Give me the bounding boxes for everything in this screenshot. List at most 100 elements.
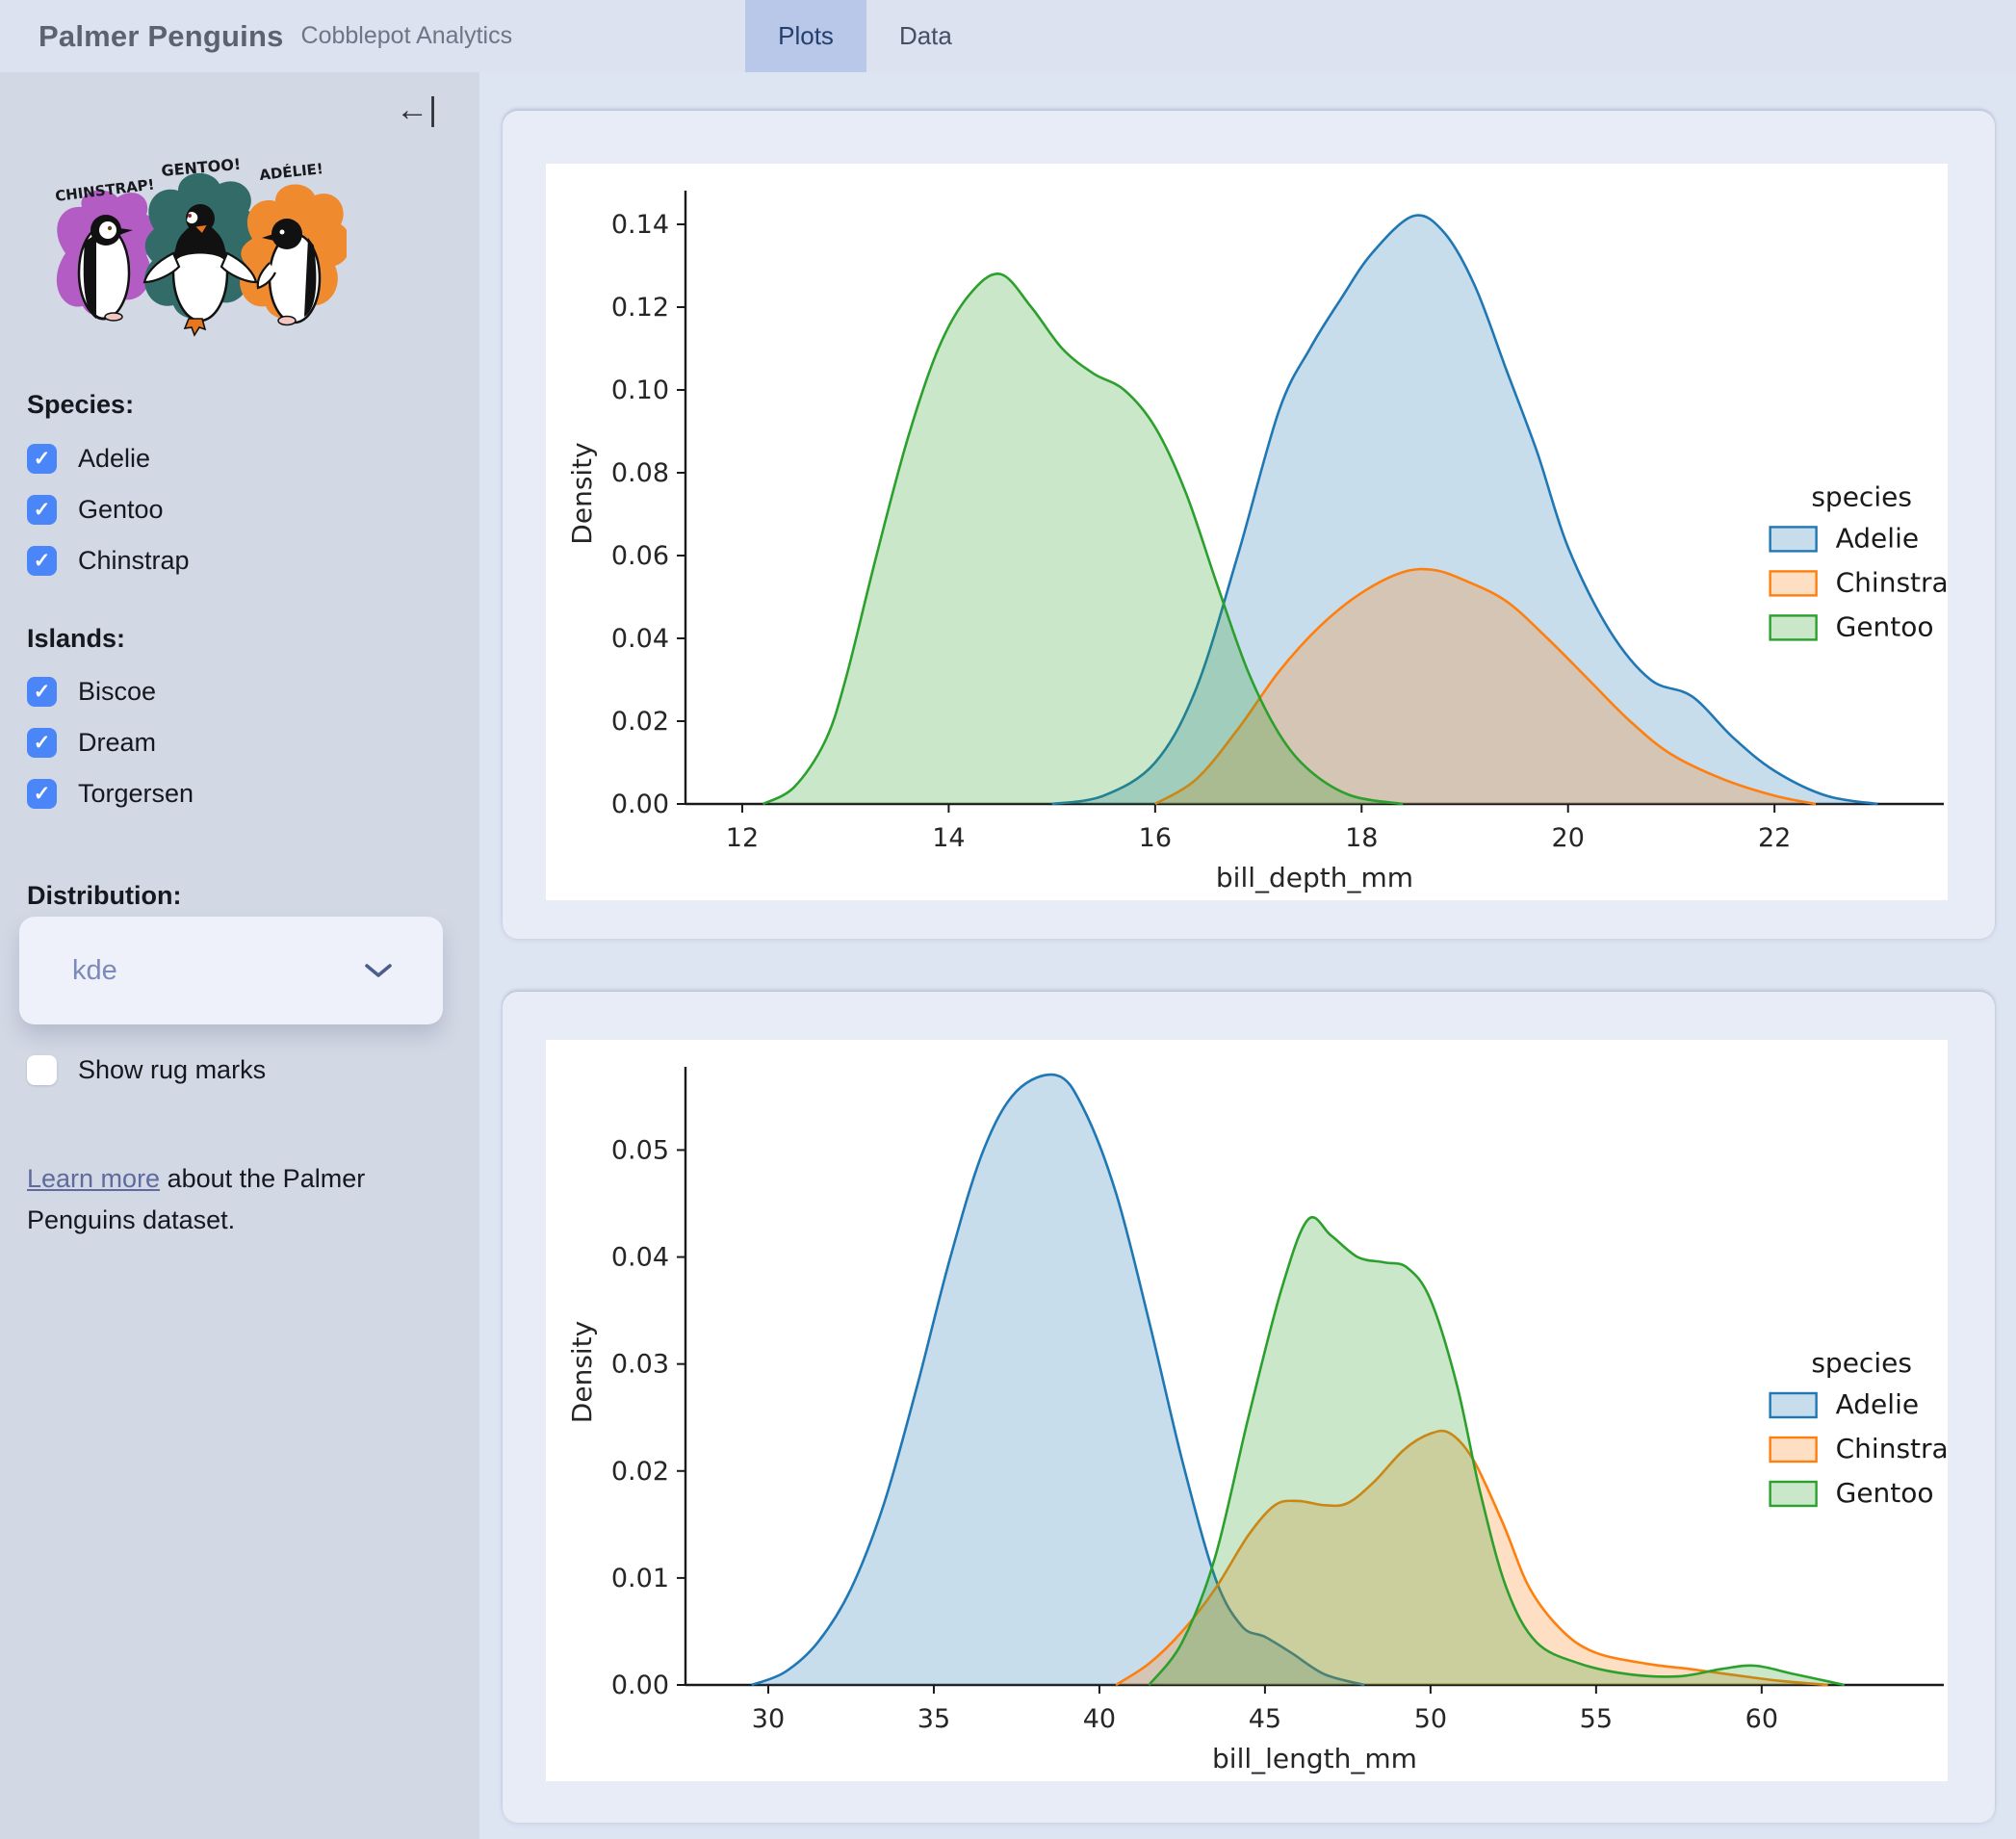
kde-area-adelie <box>1051 215 1878 804</box>
check-icon: ✓ <box>33 447 51 470</box>
check-icon: ✓ <box>33 782 51 805</box>
svg-text:Density: Density <box>566 1321 598 1423</box>
svg-text:0.04: 0.04 <box>611 624 669 654</box>
tab-data[interactable]: Data <box>898 21 952 50</box>
sidebar: ←| <box>0 72 479 1839</box>
svg-text:35: 35 <box>918 1704 950 1734</box>
checkbox-adelie[interactable]: ✓ <box>27 443 57 474</box>
penguins-artwork: CHINSTRAP! GENTOO! ADÉLIE! <box>54 155 347 337</box>
svg-text:50: 50 <box>1414 1704 1447 1734</box>
svg-text:Chinstrap: Chinstrap <box>1836 1433 1948 1464</box>
svg-text:12: 12 <box>726 823 759 853</box>
chart-svg: 12 14 16 18 20 22 0.00 0.02 0.04 0.06 0.08 0.10 0.12… <box>566 191 1965 894</box>
svg-text:22: 22 <box>1758 823 1791 853</box>
islands-heading: Islands: <box>27 624 126 653</box>
island-option-dream: ✓ Dream <box>27 725 156 760</box>
bill-depth-density-plot: 12 14 16 18 20 22 0.00 0.02 0.04 0.06 0.08 0.10 0.12… <box>546 164 1965 900</box>
checkbox-biscoe[interactable]: ✓ <box>27 676 57 707</box>
svg-text:0.01: 0.01 <box>611 1564 669 1593</box>
svg-text:Adelie: Adelie <box>1836 522 1919 554</box>
kde-curve-gentoo <box>762 272 1404 806</box>
svg-text:0.02: 0.02 <box>611 707 669 737</box>
svg-text:0.05: 0.05 <box>611 1135 669 1165</box>
svg-text:0.10: 0.10 <box>611 376 669 405</box>
checkbox-label-dream: Dream <box>78 727 157 757</box>
svg-text:0.00: 0.00 <box>611 1671 669 1700</box>
app-subtitle: Cobblepot Analytics <box>300 22 513 49</box>
kde-area-chinstrap <box>1154 569 1816 804</box>
checkbox-label-torgersen: Torgersen <box>78 778 194 808</box>
species-heading: Species: <box>27 390 135 419</box>
checkbox-torgersen[interactable]: ✓ <box>27 778 57 809</box>
svg-text:species: species <box>1811 1347 1912 1379</box>
svg-text:Gentoo: Gentoo <box>1836 610 1934 642</box>
svg-text:0.14: 0.14 <box>611 210 669 240</box>
svg-text:30: 30 <box>752 1704 785 1734</box>
check-icon: ✓ <box>33 680 51 703</box>
learn-more-rest: about the Palmer Penguins dataset. <box>27 1164 366 1234</box>
distribution-heading: Distribution: <box>27 881 182 910</box>
chevron-down-icon <box>365 964 392 977</box>
svg-text:45: 45 <box>1249 1704 1281 1734</box>
checkbox-dream[interactable]: ✓ <box>27 727 57 758</box>
checkbox-gentoo[interactable]: ✓ <box>27 494 57 525</box>
app-title: Palmer Penguins <box>39 18 284 53</box>
check-icon: ✓ <box>33 731 51 754</box>
checkbox-label-chinstrap: Chinstrap <box>78 545 190 575</box>
svg-text:55: 55 <box>1580 1704 1613 1734</box>
check-icon: ✓ <box>33 549 51 572</box>
species-option-chinstrap: ✓ Chinstrap <box>27 543 190 578</box>
artwork-label-gentoo: GENTOO! <box>161 155 242 180</box>
kde-curve-chinstrap <box>1115 1429 1828 1687</box>
kde-curve-gentoo <box>1148 1216 1846 1687</box>
svg-text:species: species <box>1811 480 1912 512</box>
svg-text:0.02: 0.02 <box>611 1457 669 1487</box>
svg-text:18: 18 <box>1345 823 1378 853</box>
distribution-selected-value: kde <box>72 954 117 986</box>
svg-text:16: 16 <box>1139 823 1172 853</box>
island-option-biscoe: ✓ Biscoe <box>27 674 156 709</box>
svg-text:20: 20 <box>1552 823 1585 853</box>
svg-text:bill_depth_mm: bill_depth_mm <box>1216 862 1413 894</box>
brand: Palmer Penguins Cobblepot Analytics <box>0 0 512 72</box>
svg-text:60: 60 <box>1745 1704 1778 1734</box>
rug-marks-option: ✓ Show rug marks <box>27 1052 266 1087</box>
svg-text:0.08: 0.08 <box>611 458 669 488</box>
chart-svg: 30 35 40 45 50 55 60 0.00 0.01 0.02 0.03 0.04 0.05 bi… <box>566 1067 1965 1774</box>
svg-text:0.12: 0.12 <box>611 293 669 323</box>
learn-more-link[interactable]: Learn more <box>27 1164 161 1193</box>
gentoo-penguin <box>142 204 258 337</box>
distribution-select[interactable]: kde <box>19 917 443 1024</box>
learn-more-text: Learn more about the Palmer Penguins dat… <box>27 1158 424 1241</box>
island-option-torgersen: ✓ Torgersen <box>27 776 194 811</box>
bill-depth-plot-card: 12 14 16 18 20 22 0.00 0.02 0.04 0.06 0.08 0.10 0.12… <box>503 111 1995 939</box>
svg-text:0.04: 0.04 <box>611 1243 669 1273</box>
kde-area-chinstrap <box>1116 1431 1828 1685</box>
checkbox-label-adelie: Adelie <box>78 443 151 473</box>
tab-plots[interactable]: Plots <box>745 0 866 72</box>
checkbox-label-biscoe: Biscoe <box>78 676 157 706</box>
species-option-adelie: ✓ Adelie <box>27 441 150 476</box>
chinstrap-penguin <box>77 215 133 322</box>
app-header: Palmer Penguins Cobblepot Analytics Plot… <box>0 0 2016 72</box>
adelie-penguin <box>256 219 322 326</box>
check-icon: ✓ <box>33 498 51 521</box>
species-option-gentoo: ✓ Gentoo <box>27 492 164 527</box>
svg-text:Adelie: Adelie <box>1836 1388 1919 1420</box>
checkbox-rug-marks[interactable]: ✓ <box>27 1054 57 1085</box>
kde-area-gentoo <box>762 273 1404 804</box>
nav-tabs: Plots Data <box>745 0 985 72</box>
kde-curve-adelie <box>1051 214 1878 806</box>
svg-text:40: 40 <box>1083 1704 1116 1734</box>
checkbox-label-rug-marks: Show rug marks <box>78 1054 267 1084</box>
kde-area-adelie <box>751 1075 1365 1685</box>
sidebar-collapse-icon[interactable]: ←| <box>396 91 437 128</box>
kde-curve-adelie <box>751 1073 1365 1687</box>
checkbox-chinstrap[interactable]: ✓ <box>27 545 57 576</box>
bill-length-plot-card: 30 35 40 45 50 55 60 0.00 0.01 0.02 0.03 0.04 0.05 bi… <box>503 992 1995 1823</box>
chart-legend: species Adelie Chinstrap Gentoo <box>1769 480 1965 642</box>
bill-length-density-plot: 30 35 40 45 50 55 60 0.00 0.01 0.02 0.03 0.04 0.05 bi… <box>546 1040 1965 1781</box>
svg-text:bill_length_mm: bill_length_mm <box>1212 1743 1417 1774</box>
svg-text:14: 14 <box>932 823 965 853</box>
svg-text:Gentoo: Gentoo <box>1836 1477 1934 1509</box>
